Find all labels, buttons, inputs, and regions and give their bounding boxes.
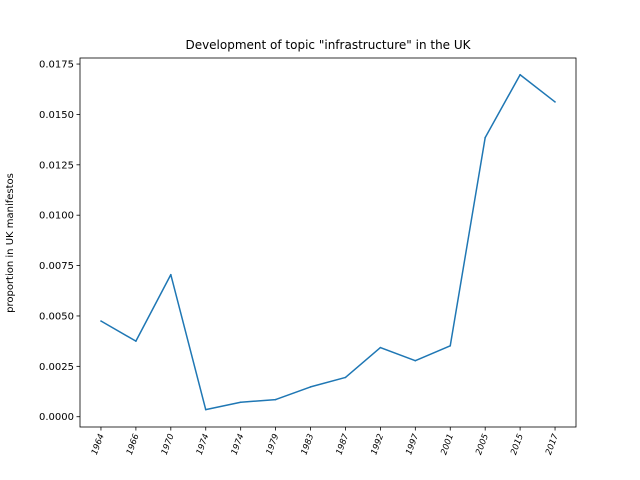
x-tick-label: 2001: [439, 433, 456, 457]
x-axis: 1964 1966 1970 1974 1974 1979 1983 1987 1992 1997…: [90, 427, 561, 456]
series-layer: [100, 73, 556, 411]
y-tick-label: 0.0025: [39, 362, 74, 373]
plot-area-frame: [79, 57, 577, 428]
chart-title: Development of topic "infrastructure" in…: [185, 38, 471, 52]
x-tick-label: 1966: [125, 432, 142, 456]
x-tick-label: 1987: [334, 432, 351, 456]
x-tick-label: 2015: [509, 433, 526, 457]
data-point: [414, 359, 417, 362]
data-point: [484, 136, 486, 139]
y-tick-label: 0.0175: [39, 60, 74, 71]
data-point: [344, 376, 347, 379]
y-axis-label: proportion in UK manifestos: [5, 173, 16, 313]
x-tick-label: 2005: [474, 433, 491, 457]
x-tick-label: 1997: [404, 432, 421, 456]
x-tick-label: 1992: [369, 433, 386, 457]
y-tick-label: 0.0150: [39, 110, 74, 121]
x-tick-label: 1979: [265, 433, 282, 457]
x-tick-label: 1983: [300, 433, 317, 457]
y-axis: 0.0000 0.0025 0.0050 0.0075 0.0100 0.0125 0.01…: [39, 60, 80, 423]
data-point: [204, 408, 207, 411]
x-tick-label: 2017: [544, 432, 561, 456]
x-tick-label: 1974: [230, 433, 247, 457]
y-tick-label: 0.0050: [39, 311, 74, 322]
data-point: [239, 401, 242, 404]
x-tick-label: 1974: [195, 433, 212, 457]
data-point: [449, 344, 452, 347]
data-point: [554, 101, 556, 103]
y-tick-label: 0.0000: [39, 412, 74, 423]
data-point: [135, 340, 137, 342]
x-tick-label: 1970: [160, 433, 177, 457]
data-point: [100, 320, 102, 322]
data-point: [309, 386, 312, 388]
data-point: [519, 73, 521, 76]
y-tick-label: 0.0100: [39, 211, 74, 222]
x-tick-label: 1964: [90, 433, 107, 457]
y-tick-label: 0.0075: [39, 261, 74, 272]
data-point: [274, 398, 277, 401]
data-point: [170, 273, 172, 276]
y-tick-label: 0.0125: [39, 160, 74, 171]
data-point: [379, 346, 382, 349]
series-line: [100, 73, 556, 411]
